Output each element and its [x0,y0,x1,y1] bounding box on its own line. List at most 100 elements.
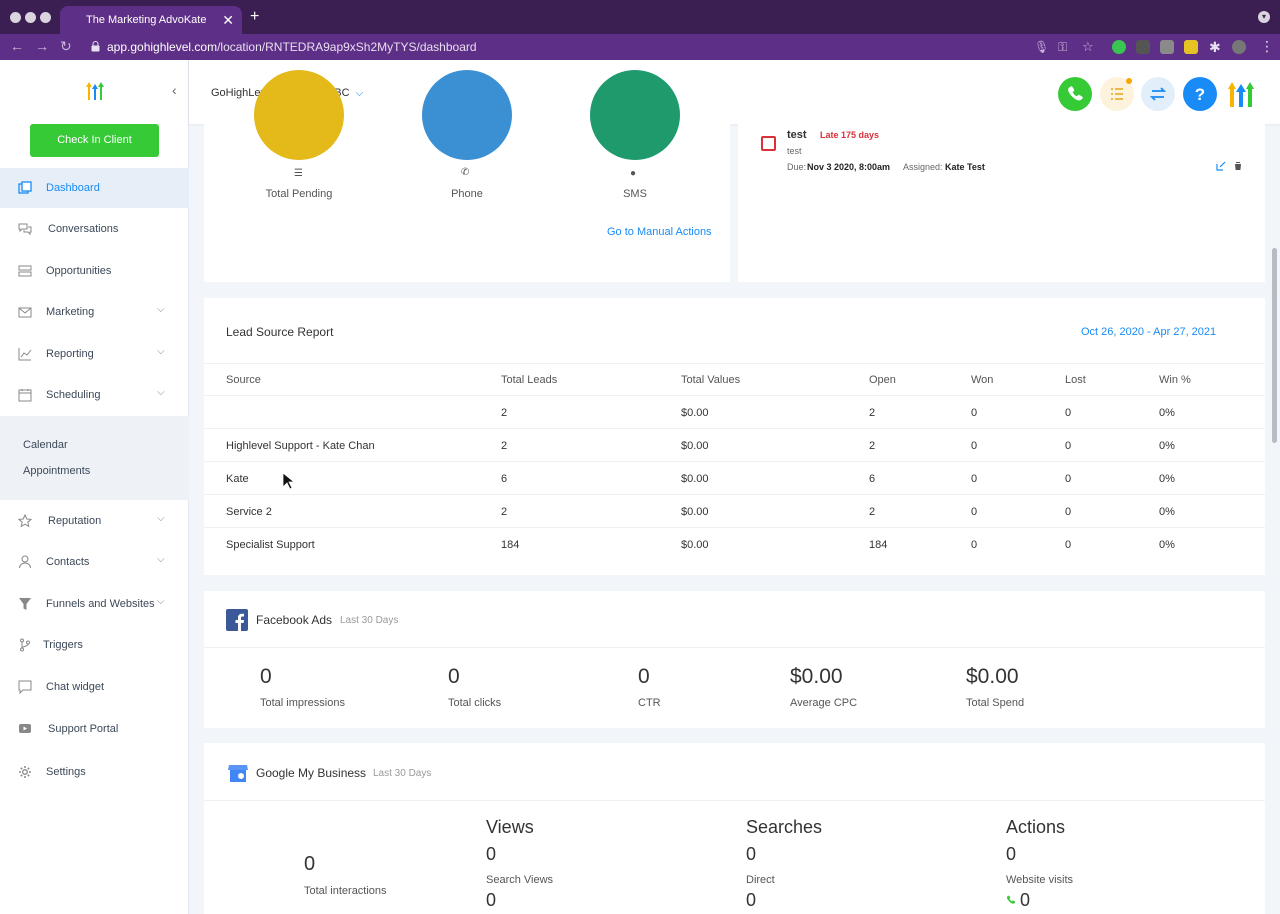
task-assigned-label: Assigned: [903,162,943,172]
sidebar-subitem-appointments[interactable]: Appointments [23,465,91,477]
dashboard-icon [18,181,32,194]
metric-value-impressions: 0 [260,665,272,688]
collapse-sidebar-icon[interactable]: ‹ [172,82,177,98]
extension-code-icon[interactable] [1160,40,1174,54]
sidebar-item-triggers[interactable]: Triggers [0,625,189,665]
gmb-search-views-label: Search Views [486,874,554,886]
stat-label-total-pending: Total Pending [265,188,333,200]
new-tab-icon[interactable]: + [250,8,260,25]
sidebar-item-contacts[interactable]: Contacts ⌵ [0,542,189,582]
window-maximize-dot[interactable] [40,12,51,23]
profile-avatar[interactable] [1232,40,1246,54]
sidebar-item-settings[interactable]: Settings [0,752,189,792]
switch-button[interactable] [1141,77,1175,111]
tab-close-icon[interactable]: ✕ [222,12,234,28]
extension-green-icon[interactable] [1112,40,1126,54]
go-to-manual-actions-link[interactable]: Go to Manual Actions [607,226,712,238]
extension-dots-icon[interactable] [1136,40,1150,54]
chat-widget-icon [18,680,32,694]
metric-label-clicks: Total clicks [448,697,502,709]
bookmark-star-icon[interactable]: ☆ [1082,39,1094,54]
sidebar-item-funnels[interactable]: Funnels and Websites ⌵ [0,584,189,624]
lock-icon [91,41,100,52]
sidebar-subitem-calendar[interactable]: Calendar [23,439,68,451]
cell-open: 184 [869,539,888,551]
cell-total-leads: 2 [501,407,508,419]
list-icon [1111,78,1132,100]
window-minimize-dot[interactable] [25,12,36,23]
tab-search-icon[interactable]: ▾ [1258,11,1270,23]
phone-call-button[interactable] [1058,77,1092,111]
col-header-lost: Lost [1065,374,1086,386]
sidebar-item-label: Support Portal [48,723,119,735]
metric-value-total-spend: $0.00 [966,665,1019,688]
sidebar-item-opportunities[interactable]: Opportunities [0,251,189,291]
divider [204,800,1265,801]
cell-lost: 0 [1065,539,1072,551]
checklist-icon: ☰ [294,168,303,179]
col-header-win-pct: Win % [1159,374,1191,386]
branch-icon [20,638,30,652]
cell-open: 2 [869,407,876,419]
sms-bubble-icon: ● [630,168,637,179]
microphone-icon[interactable]: 🎙 [1034,40,1050,54]
edit-icon[interactable] [1216,161,1226,171]
sidebar-item-conversations[interactable]: Conversations [0,209,189,249]
google-my-business-card: Google My Business Last 30 Days 0 Total … [204,743,1265,914]
swap-arrows-icon [1149,87,1167,101]
cell-source: Specialist Support [226,539,315,551]
cell-total-leads: 6 [501,473,508,485]
tasks-button[interactable] [1100,77,1134,111]
browser-titlebar: The Marketing AdvoKate ✕ + ▾ [0,0,1280,34]
google-my-business-icon [228,765,248,782]
tab-title: The Marketing AdvoKate [86,14,207,26]
table-row: Specialist Support 184 $0.00 184 0 0 0% [204,528,1265,561]
key-icon[interactable]: ⚿ [1058,40,1068,54]
trash-icon[interactable] [1233,161,1243,171]
task-assigned-value: Kate Test [945,162,985,172]
sidebar-item-reputation[interactable]: Reputation ⌵ [0,501,189,541]
cell-total-values: $0.00 [681,539,709,551]
highlevel-logo-icon[interactable] [1226,79,1256,107]
extensions-puzzle-icon[interactable]: ✱ [1209,39,1221,55]
forward-icon[interactable]: → [35,38,49,54]
sidebar-item-reporting[interactable]: Reporting ⌵ [0,334,189,374]
gmb-period: Last 30 Days [373,768,432,779]
gear-icon [19,766,31,778]
cell-win-pct: 0% [1159,440,1175,452]
sidebar-item-scheduling[interactable]: Scheduling ⌵ [0,375,189,415]
reload-icon[interactable]: ↻ [60,38,72,54]
sidebar-item-label: Dashboard [46,182,100,194]
task-checkbox[interactable] [761,136,776,151]
cell-open: 2 [869,440,876,452]
sidebar-item-chat-widget[interactable]: Chat widget [0,667,189,707]
browser-tab[interactable]: The Marketing AdvoKate ✕ [60,6,242,34]
extension-shield-icon[interactable] [1184,40,1198,54]
back-icon[interactable]: ← [10,38,24,54]
window-close-dot[interactable] [10,12,21,23]
facebook-ads-card: Facebook Ads Last 30 Days 0 Total impres… [204,591,1265,728]
funnel-icon [19,598,31,610]
sidebar-item-support-portal[interactable]: Support Portal [0,709,189,749]
metric-value-clicks: 0 [448,665,460,688]
browser-addressbar: ← → ↻ app.gohighlevel.com/location/RNTED… [0,34,1280,60]
metric-label-ctr: CTR [638,697,661,709]
check-in-client-button[interactable]: Check In Client [30,124,159,157]
col-header-won: Won [971,374,994,386]
sidebar: ‹ Check In Client Dashboard Conversation… [0,60,189,914]
metric-label-avg-cpc: Average CPC [790,697,858,709]
vertical-scrollbar[interactable] [1272,248,1277,443]
cell-total-values: $0.00 [681,440,709,452]
browser-menu-icon[interactable]: ⋮ [1260,38,1274,54]
help-button[interactable]: ? [1183,77,1217,111]
date-range-picker[interactable]: Oct 26, 2020 - Apr 27, 2021 [1081,326,1217,338]
stack-icon [18,265,32,277]
sidebar-item-marketing[interactable]: Marketing ⌵ [0,292,189,332]
cell-total-values: $0.00 [681,473,709,485]
table-row: Kate 6 $0.00 6 0 0 0% [204,462,1265,495]
sidebar-item-dashboard[interactable]: Dashboard [0,168,189,208]
gmb-website-visits-label: Website visits [1006,874,1074,886]
gmb-calls-value: 0 [1020,890,1031,910]
video-icon [19,724,31,733]
url-field[interactable]: app.gohighlevel.com/location/RNTEDRA9ap9… [107,40,477,54]
